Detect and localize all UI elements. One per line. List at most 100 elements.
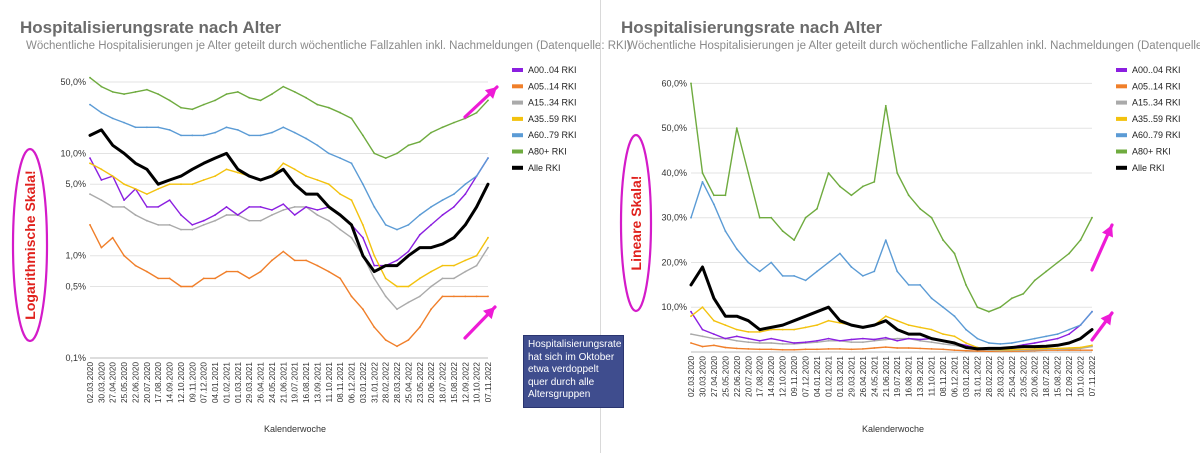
- data-point: [134, 214, 137, 216]
- scale-oval: [619, 133, 653, 313]
- data-point: [735, 127, 738, 130]
- data-point: [884, 319, 887, 322]
- data-point: [350, 295, 353, 298]
- data-point: [793, 239, 795, 242]
- data-point: [1079, 239, 1082, 242]
- data-point: [1068, 349, 1070, 352]
- x-tick-label: 25.05.2020: [721, 356, 730, 397]
- data-point: [827, 337, 830, 340]
- data-point: [350, 162, 353, 165]
- data-point: [839, 252, 841, 255]
- data-point: [793, 275, 795, 277]
- data-point: [191, 228, 194, 231]
- y-tick-label: 60,0%: [661, 78, 687, 88]
- x-tick-label: 14.09.2020: [767, 356, 776, 397]
- data-point: [1045, 339, 1048, 342]
- data-point: [781, 348, 784, 351]
- data-point: [816, 324, 818, 326]
- data-point: [976, 306, 979, 309]
- legend-label: A60..79 RKI: [528, 130, 577, 140]
- x-tick-label: 14.09.2020: [166, 362, 175, 403]
- data-point: [464, 295, 467, 298]
- data-point: [293, 91, 296, 93]
- data-point: [225, 93, 228, 95]
- x-tick-label: 07.11.2022: [484, 362, 493, 403]
- data-point: [827, 348, 830, 350]
- data-point: [1079, 349, 1082, 352]
- data-point: [475, 206, 478, 208]
- data-point: [157, 206, 160, 208]
- data-point: [225, 214, 228, 216]
- data-point: [441, 199, 444, 202]
- data-point: [430, 270, 432, 273]
- data-point: [862, 326, 864, 329]
- data-point: [202, 277, 205, 280]
- data-point: [747, 261, 750, 264]
- legend-label: A60..79 RKI: [1132, 130, 1181, 140]
- data-point: [202, 134, 205, 137]
- x-tick-label: 21.06.2021: [279, 362, 288, 403]
- data-point: [896, 339, 899, 342]
- data-point: [396, 152, 398, 155]
- legend-label: A00..04 RKI: [528, 65, 577, 75]
- data-point: [271, 209, 273, 211]
- data-point: [487, 183, 489, 186]
- x-tick-label: 18.07.2022: [1042, 356, 1051, 397]
- data-point: [271, 93, 273, 95]
- legend-label: A15..34 RKI: [1132, 98, 1181, 108]
- data-point: [282, 85, 285, 88]
- data-point: [373, 326, 376, 329]
- data-point: [453, 121, 455, 124]
- data-point: [316, 214, 319, 216]
- data-point: [919, 347, 921, 350]
- data-point: [100, 168, 103, 171]
- data-point: [724, 315, 727, 318]
- data-point: [180, 175, 182, 178]
- data-point: [214, 277, 217, 280]
- x-tick-label: 13.09.2021: [916, 356, 925, 397]
- data-point: [930, 341, 933, 344]
- x-tick-label: 29.03.2021: [847, 356, 856, 397]
- x-tick-label: 22.06.2020: [131, 362, 140, 403]
- data-point: [157, 277, 160, 280]
- x-tick-label: 27.04.2020: [109, 362, 118, 403]
- data-point: [350, 199, 353, 202]
- data-point: [942, 306, 944, 309]
- data-point: [896, 319, 899, 322]
- data-point: [453, 193, 455, 196]
- x-tick-label: 26.04.2021: [257, 362, 266, 403]
- data-point: [111, 144, 114, 147]
- data-point: [453, 236, 455, 239]
- data-point: [1068, 333, 1070, 335]
- data-point: [418, 277, 421, 280]
- data-point: [816, 207, 818, 210]
- data-point: [123, 152, 125, 155]
- x-tick-label: 01.03.2021: [836, 356, 845, 397]
- data-point: [724, 337, 727, 340]
- data-point: [1010, 348, 1013, 351]
- data-point: [930, 216, 933, 219]
- x-tick-label: 31.01.2022: [370, 362, 379, 403]
- x-tick-label: 09.11.2020: [188, 362, 197, 403]
- data-point: [873, 270, 876, 273]
- data-point: [953, 344, 956, 347]
- x-tick-label: 01.02.2021: [222, 362, 231, 403]
- x-axis-title: Kalenderwoche: [264, 424, 326, 434]
- data-point: [999, 306, 1002, 309]
- data-point: [724, 346, 727, 349]
- data-point: [1056, 333, 1059, 335]
- x-tick-label: 07.11.2022: [1088, 356, 1097, 397]
- data-point: [862, 275, 864, 277]
- data-point: [248, 277, 251, 280]
- data-point: [146, 219, 148, 222]
- data-point: [225, 168, 228, 171]
- data-point: [248, 206, 251, 208]
- data-point: [747, 337, 750, 340]
- data-point: [123, 121, 125, 124]
- data-point: [236, 171, 239, 174]
- data-point: [373, 277, 376, 280]
- data-point: [804, 348, 807, 351]
- data-point: [953, 252, 956, 255]
- data-point: [475, 264, 478, 267]
- data-point: [770, 328, 773, 331]
